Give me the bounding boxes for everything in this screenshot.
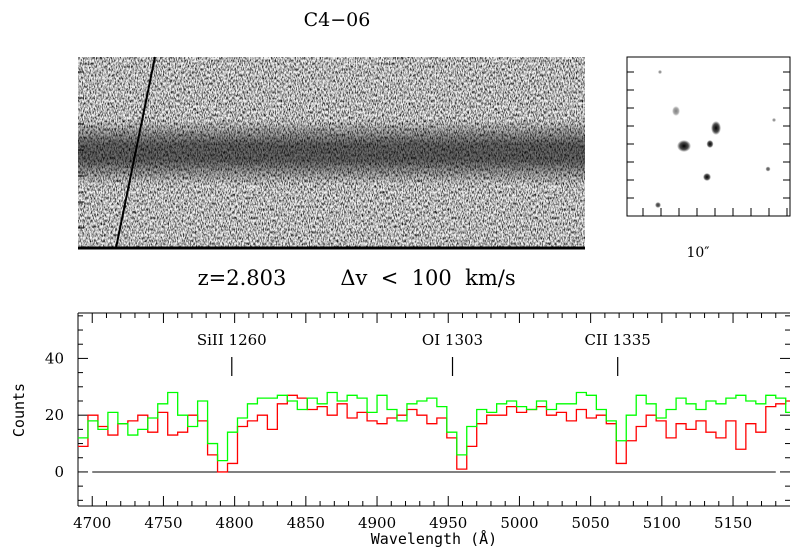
series-green-line xyxy=(78,391,790,462)
x-tick-label: 4750 xyxy=(144,514,182,532)
x-tick-label: 4950 xyxy=(429,514,467,532)
galaxy-faint xyxy=(772,118,776,122)
x-tick-label: 5050 xyxy=(572,514,610,532)
galaxy-faint xyxy=(672,106,680,116)
galaxy-faint xyxy=(658,70,662,74)
line-id-label: SiII 1260 xyxy=(197,331,267,349)
y-axis-label: Counts xyxy=(10,383,28,437)
y-tick-label: 40 xyxy=(45,349,64,367)
cosmic-ray-streak xyxy=(115,56,156,249)
galaxy-companion xyxy=(706,140,714,148)
spectrum-trace xyxy=(78,57,585,248)
velocity-label: Δv < 100 km/s xyxy=(340,266,515,290)
x-axis-label: Wavelength (Å) xyxy=(371,529,497,548)
x-tick-label: 5100 xyxy=(643,514,681,532)
x-tick-label: 4900 xyxy=(358,514,396,532)
line-id-label: CII 1335 xyxy=(585,331,651,349)
object-title: C4−06 xyxy=(304,9,371,31)
x-tick-label: 4700 xyxy=(73,514,111,532)
line-id-label: OI 1303 xyxy=(422,331,483,349)
spectrum-2d-panel xyxy=(78,56,585,250)
galaxy-faint xyxy=(655,202,661,208)
galaxy-compact xyxy=(703,173,711,181)
series-red-line xyxy=(78,394,790,473)
y-tick-label: 20 xyxy=(45,406,64,424)
x-tick-label: 4850 xyxy=(287,514,325,532)
galaxy-target xyxy=(677,140,691,152)
galaxy-companion xyxy=(711,121,721,135)
spectrum-1d-plot: 4700 4750 4800 4850 4900 4950 5000 5050 5100 5150… xyxy=(10,312,790,548)
image-cutout-panel xyxy=(626,56,791,217)
x-tick-label: 4800 xyxy=(216,514,254,532)
y-tick-label: 0 xyxy=(54,463,64,481)
scale-label: 10″ xyxy=(686,245,709,261)
x-tick-label: 5150 xyxy=(714,514,752,532)
redshift-label: z=2.803 xyxy=(198,266,287,290)
galaxy-faint xyxy=(765,166,771,172)
x-tick-label: 5000 xyxy=(500,514,538,532)
